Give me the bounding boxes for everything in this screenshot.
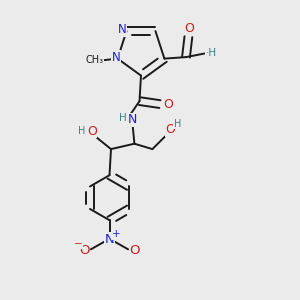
Text: −: − bbox=[74, 239, 83, 249]
Text: O: O bbox=[130, 244, 140, 257]
Text: ·H: ·H bbox=[206, 48, 217, 58]
Text: O: O bbox=[166, 123, 175, 136]
Text: CH₃: CH₃ bbox=[85, 55, 103, 65]
Text: H: H bbox=[174, 119, 181, 129]
Text: N: N bbox=[128, 113, 137, 126]
Text: N: N bbox=[118, 23, 126, 36]
Text: O: O bbox=[79, 244, 89, 257]
Text: H: H bbox=[78, 126, 86, 136]
Text: +: + bbox=[112, 229, 120, 239]
Text: O: O bbox=[184, 22, 194, 35]
Text: N: N bbox=[112, 51, 121, 64]
Text: H: H bbox=[118, 112, 126, 123]
Text: O: O bbox=[87, 124, 97, 138]
Text: O: O bbox=[164, 98, 173, 111]
Text: N: N bbox=[105, 233, 114, 246]
